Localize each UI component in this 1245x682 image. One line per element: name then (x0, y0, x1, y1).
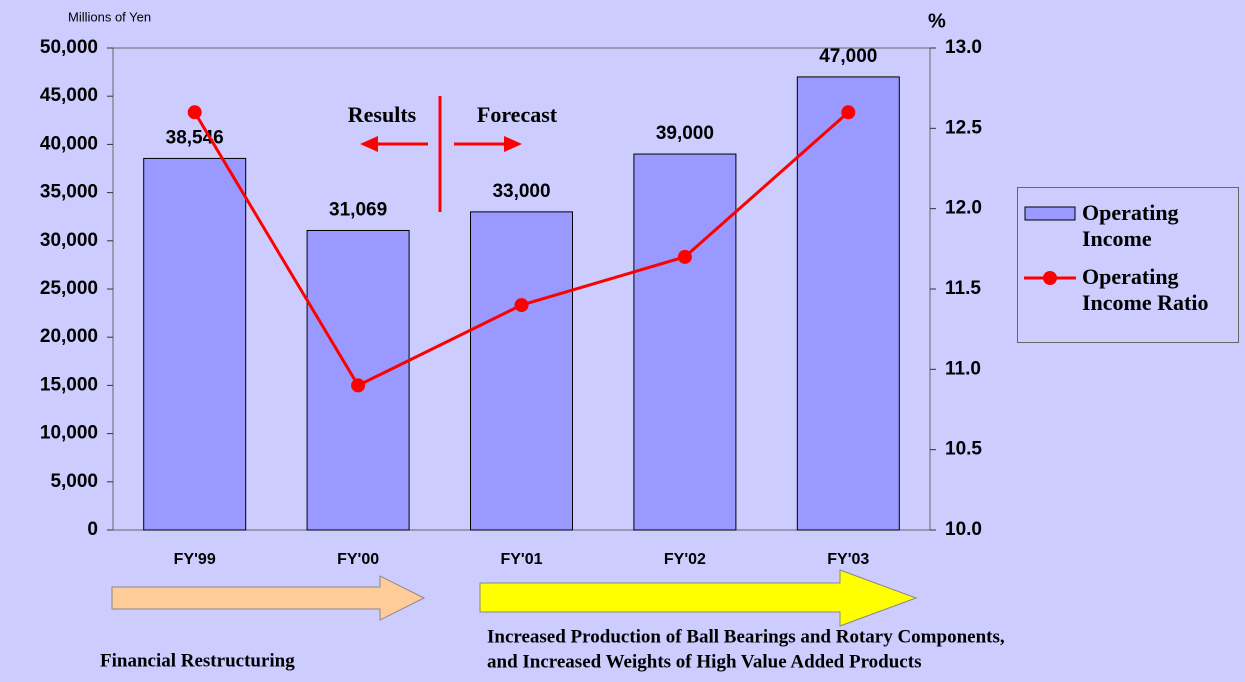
annotation: Forecast (477, 102, 558, 127)
y2-tick-label: 11.5 (945, 278, 981, 299)
annotation: Increased Production of Ball Bearings an… (487, 626, 1005, 647)
x-tick-label: FY'01 (500, 551, 542, 568)
y2-tick-label: 11.0 (945, 358, 981, 379)
y2-tick-label: 10.5 (945, 439, 982, 460)
data-label: 33,000 (492, 181, 550, 202)
x-tick-label: FY'99 (174, 551, 216, 568)
bar (143, 157, 247, 531)
y2-tick-label: 12.0 (945, 198, 982, 219)
legend-swatch (1024, 271, 1076, 285)
legend-swatch (1024, 206, 1076, 221)
y-axis-label: Millions of Yen (68, 9, 151, 24)
arrow-head (504, 136, 522, 152)
y-tick-label: 50,000 (40, 37, 98, 58)
data-label: 31,069 (329, 200, 387, 221)
y-tick-label: 10,000 (40, 423, 98, 444)
legend-item: Operating Income (1018, 200, 1238, 252)
y2-tick-label: 13.0 (945, 37, 982, 58)
y-tick-label: 5,000 (50, 471, 98, 492)
y-tick-label: 20,000 (40, 326, 98, 347)
y-tick-label: 35,000 (40, 182, 98, 203)
annotation: Results (348, 102, 417, 127)
data-label: 47,000 (819, 46, 877, 67)
x-tick-label: FY'00 (337, 551, 379, 568)
x-tick-label: FY'03 (827, 551, 869, 568)
y2-tick-label: 10.0 (945, 519, 982, 540)
y-tick-label: 25,000 (40, 278, 98, 299)
y-tick-label: 45,000 (40, 85, 98, 106)
y-tick-label: 0 (87, 519, 98, 540)
point (677, 249, 692, 264)
arrow-head (360, 136, 378, 152)
swatch-marker (1043, 271, 1057, 285)
bar (633, 153, 737, 531)
point (351, 378, 366, 393)
y2-tick-label: 12.5 (945, 117, 982, 138)
swatch (1024, 206, 1076, 221)
y-tick-label: 30,000 (40, 230, 98, 251)
point (841, 105, 856, 120)
legend-label: Operating Income (1082, 200, 1179, 251)
data-label: 38,546 (166, 127, 224, 148)
bar (796, 76, 900, 531)
x-tick-label: FY'02 (664, 551, 706, 568)
phase-arrow (111, 575, 426, 621)
legend-label: Operating Income Ratio (1082, 264, 1209, 315)
legend: Operating Income Operating Income Ratio (1017, 187, 1239, 343)
y-tick-label: 40,000 (40, 133, 98, 154)
y2-axis-label: % (928, 10, 946, 32)
bar (470, 211, 573, 531)
y-tick-label: 15,000 (40, 374, 98, 395)
point (187, 105, 202, 120)
legend-item: Operating Income Ratio (1018, 264, 1238, 316)
data-label: 39,000 (656, 123, 714, 144)
point (514, 298, 529, 313)
annotation: and Increased Weights of High Value Adde… (487, 651, 921, 672)
annotation: Financial Restructuring (100, 650, 295, 671)
phase-arrow (479, 569, 918, 627)
